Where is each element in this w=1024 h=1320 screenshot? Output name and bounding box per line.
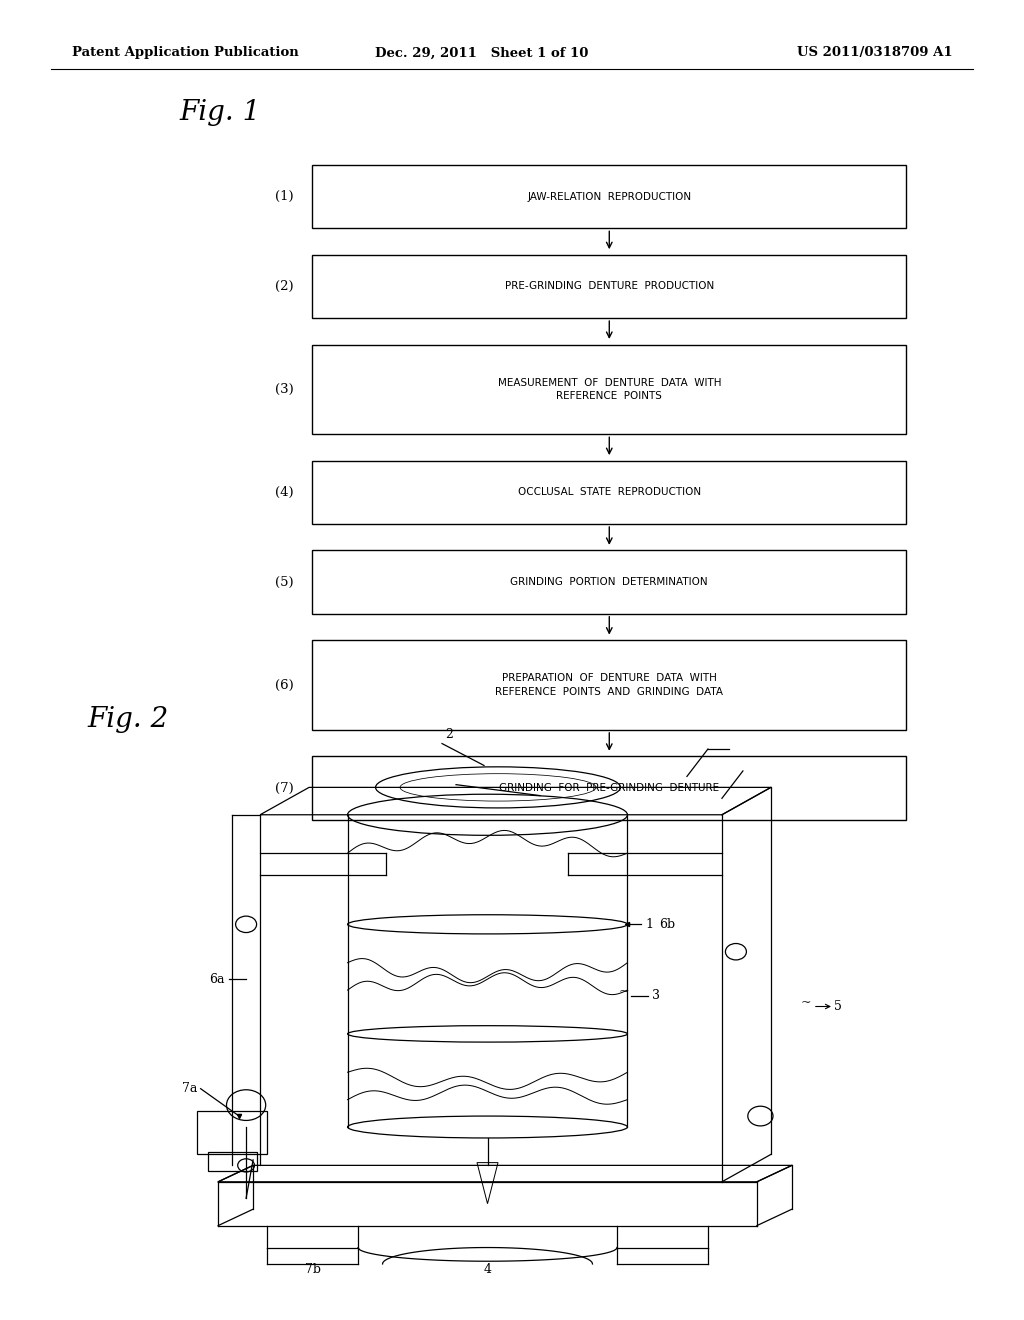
Text: (6): (6): [275, 678, 294, 692]
Text: 1: 1: [645, 917, 653, 931]
Text: 5: 5: [834, 1001, 842, 1012]
Text: Patent Application Publication: Patent Application Publication: [72, 46, 298, 59]
Text: GRINDING  PORTION  DETERMINATION: GRINDING PORTION DETERMINATION: [511, 577, 708, 587]
Bar: [312, 461, 906, 524]
Text: 6a: 6a: [210, 973, 225, 986]
Text: (7): (7): [275, 781, 294, 795]
Text: 3: 3: [652, 989, 659, 1002]
Text: ~: ~: [801, 997, 811, 1010]
Text: (3): (3): [275, 383, 294, 396]
Text: (5): (5): [275, 576, 294, 589]
Text: 7a: 7a: [181, 1082, 197, 1096]
Text: 4: 4: [483, 1263, 492, 1276]
Bar: [312, 756, 906, 820]
Text: PREPARATION  OF  DENTURE  DATA  WITH
REFERENCE  POINTS  AND  GRINDING  DATA: PREPARATION OF DENTURE DATA WITH REFEREN…: [496, 673, 723, 697]
Text: Fig. 2: Fig. 2: [87, 706, 168, 733]
Bar: [197, 1110, 267, 1155]
Text: (4): (4): [275, 486, 294, 499]
Bar: [312, 345, 906, 434]
Text: 6b: 6b: [659, 917, 675, 931]
Text: Dec. 29, 2011   Sheet 1 of 10: Dec. 29, 2011 Sheet 1 of 10: [375, 46, 588, 59]
Text: 7b: 7b: [304, 1263, 321, 1276]
Text: US 2011/0318709 A1: US 2011/0318709 A1: [797, 46, 952, 59]
Text: Fig. 1: Fig. 1: [179, 99, 260, 125]
Bar: [312, 640, 906, 730]
Text: ~: ~: [618, 986, 629, 998]
Bar: [312, 550, 906, 614]
Text: (1): (1): [275, 190, 294, 203]
Bar: [312, 165, 906, 228]
Text: JAW-RELATION  REPRODUCTION: JAW-RELATION REPRODUCTION: [527, 191, 691, 202]
Bar: [312, 255, 906, 318]
Text: 2: 2: [445, 727, 453, 741]
Text: GRINDING  FOR  PRE-GRINDING  DENTURE: GRINDING FOR PRE-GRINDING DENTURE: [500, 783, 719, 793]
Text: OCCLUSAL  STATE  REPRODUCTION: OCCLUSAL STATE REPRODUCTION: [518, 487, 700, 498]
Bar: [208, 1151, 257, 1171]
Text: MEASUREMENT  OF  DENTURE  DATA  WITH
REFERENCE  POINTS: MEASUREMENT OF DENTURE DATA WITH REFEREN…: [498, 378, 721, 401]
Text: (2): (2): [275, 280, 294, 293]
Text: PRE-GRINDING  DENTURE  PRODUCTION: PRE-GRINDING DENTURE PRODUCTION: [505, 281, 714, 292]
